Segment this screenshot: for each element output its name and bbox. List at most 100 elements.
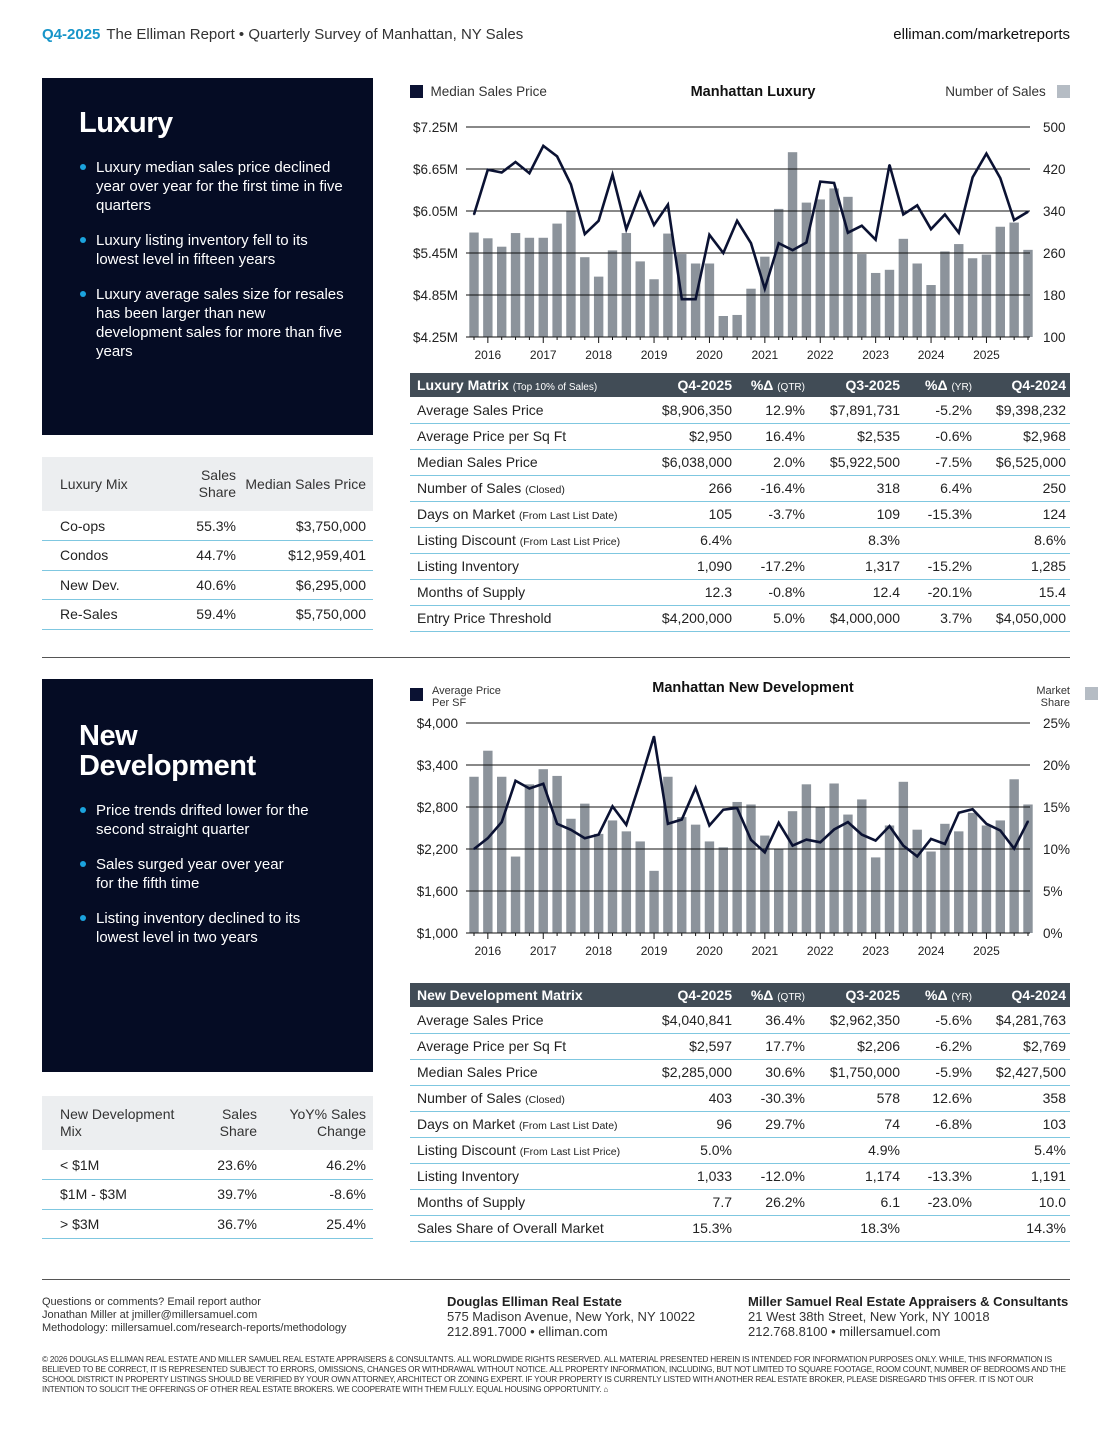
footer-methodology-link[interactable]: Methodology: millersamuel.com/research-r… <box>42 1322 347 1334</box>
highlight-bullet: Listing inventory declined to its lowest… <box>80 909 314 947</box>
bar <box>954 244 964 337</box>
cell: 15.3% <box>655 1215 736 1242</box>
table-row: Number of Sales (Closed) 403 -30.3% 578 12.6… <box>410 1085 1070 1112</box>
cell: 12.6% <box>904 1085 976 1112</box>
line-point <box>680 298 683 300</box>
bar <box>621 831 632 933</box>
table-header: Luxury Mix Sales Share Median Sales Price <box>42 457 373 511</box>
line-point <box>611 805 614 808</box>
report-title: The Elliman Report • Quarterly Survey of… <box>106 26 524 43</box>
left-axis-tick-label: $4,000 <box>417 716 458 731</box>
cell: $2,962,350 <box>809 1007 904 1034</box>
cell: $2,535 <box>809 423 904 450</box>
cell: -0.6% <box>904 423 976 450</box>
bar <box>774 208 784 337</box>
luxury-mix-table: Luxury Mix Sales Share Median Sales Price … <box>42 457 373 630</box>
table-row: Average Sales Price $4,040,841 36.4% $2,962… <box>410 1007 1070 1034</box>
bar <box>954 831 964 933</box>
bar <box>815 807 825 933</box>
table-row: Months of Supply 12.3 -0.8% 12.4 -20.1% 15.4 <box>410 579 1070 606</box>
cell: New Dev. <box>42 570 180 600</box>
cell: < $1M <box>42 1150 207 1180</box>
bar <box>815 199 825 337</box>
footer-author-email[interactable]: Jonathan Miller at jmiller@millersamuel.… <box>42 1309 258 1321</box>
left-axis-tick-label: $1,000 <box>417 926 458 941</box>
line-point <box>570 183 572 186</box>
table-row: Listing Inventory 1,033 -12.0% 1,174 -13.3% 1… <box>410 1163 1070 1190</box>
bar <box>1023 804 1033 933</box>
bar <box>635 841 645 933</box>
row-label: Median Sales Price <box>410 1059 655 1086</box>
row-label: Average Price per Sq Ft <box>410 1033 655 1060</box>
cell: 12.9% <box>736 397 809 424</box>
column-header: New Development Mix <box>42 1096 207 1150</box>
line-point <box>791 844 794 847</box>
line-point <box>708 824 711 827</box>
line-point <box>597 833 600 836</box>
footer-miller-samuel: Miller Samuel Real Estate Appraisers & C… <box>748 1294 1068 1339</box>
bar <box>760 835 770 933</box>
column-header: Q3-2025 <box>809 373 904 397</box>
company-contact[interactable]: 212.891.7000 • elliman.com <box>447 1324 608 1339</box>
cell: -6.2% <box>904 1033 976 1060</box>
bar <box>746 288 756 337</box>
bar <box>663 233 673 337</box>
cell: 39.7% <box>207 1179 264 1210</box>
x-axis-tick-label: 2017 <box>530 944 557 958</box>
x-axis-tick-label: 2016 <box>474 944 501 958</box>
cell: 12.3 <box>655 579 736 606</box>
matrix-title: New Development Matrix <box>410 983 655 1007</box>
legal-disclaimer: © 2026 Douglas Elliman Real Estate and M… <box>42 1355 1072 1395</box>
line-point <box>819 841 822 844</box>
right-axis-tick-label: 25% <box>1043 716 1070 731</box>
left-axis-tick-label: $2,200 <box>417 842 458 857</box>
cell: $2,285,000 <box>655 1059 736 1086</box>
highlight-bullet: Sales surged year over year for the fift… <box>80 855 301 893</box>
report-period: Q4-2025 <box>42 26 101 43</box>
footer-douglas-elliman: Douglas Elliman Real Estate 575 Madison … <box>447 1294 695 1339</box>
row-label: Average Price per Sq Ft <box>410 423 655 450</box>
cell: $2,769 <box>976 1033 1070 1060</box>
line-point <box>667 823 669 825</box>
cell: $4,200,000 <box>655 605 736 632</box>
line-point <box>1013 847 1015 850</box>
column-header: %Δ (YR) <box>904 983 976 1007</box>
x-axis-tick-label: 2020 <box>696 348 723 362</box>
cell <box>904 1215 976 1242</box>
company-contact[interactable]: 212.768.8100 • millersamuel.com <box>748 1324 941 1339</box>
cell: 36.7% <box>207 1209 264 1239</box>
cell: $4,050,000 <box>976 605 1070 632</box>
cell: 55.3% <box>180 511 243 541</box>
cell: 105 <box>655 501 736 528</box>
cell: -20.1% <box>904 579 976 606</box>
line-point <box>957 231 960 234</box>
line-point <box>874 238 877 241</box>
row-label: Average Sales Price <box>410 1007 655 1034</box>
bar <box>857 254 867 337</box>
company-name: Miller Samuel Real Estate Appraisers & C… <box>748 1294 1069 1309</box>
highlight-bullet: Luxury listing inventory fell to its low… <box>80 231 353 269</box>
bar <box>704 841 715 933</box>
line-point <box>514 161 517 163</box>
right-axis-tick-label: 5% <box>1043 884 1063 899</box>
x-axis-tick-label: 2018 <box>585 348 612 362</box>
row-label: Listing Inventory <box>410 553 655 580</box>
bar <box>510 856 521 933</box>
column-header: Luxury Mix <box>42 457 180 511</box>
cell: 5.0% <box>655 1137 736 1164</box>
line-point <box>473 848 475 850</box>
cell: 6.1 <box>809 1189 904 1216</box>
bar <box>967 258 978 337</box>
cell: -15.3% <box>904 501 976 528</box>
bar <box>787 152 798 337</box>
cell: 8.6% <box>976 527 1070 554</box>
table-row: Days on Market (From Last List Date) 105-… <box>410 501 1070 528</box>
cell: $6,295,000 <box>243 570 373 600</box>
x-axis-tick-label: 2017 <box>530 348 557 362</box>
cell: 250 <box>976 475 1070 502</box>
equal-housing-icon: ⌂ <box>603 1385 609 1394</box>
new-development-summary-panel: New Development Price trends drifted lowe… <box>42 679 373 1072</box>
market-reports-link[interactable]: elliman.com/marketreports <box>893 26 1070 43</box>
line-point <box>750 242 752 244</box>
column-header: %Δ (QTR) <box>736 983 809 1007</box>
